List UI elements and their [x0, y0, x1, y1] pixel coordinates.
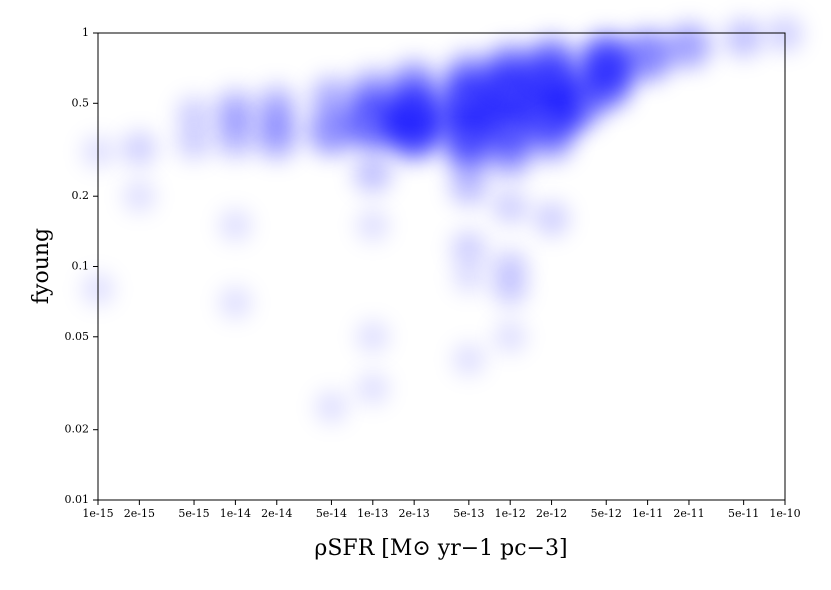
density-point	[385, 102, 443, 160]
x-tick-label: 5e-15	[178, 507, 209, 520]
density-point	[257, 102, 296, 140]
x-tick-label: 5e-12	[591, 507, 622, 520]
x-tick-label: 2e-12	[536, 507, 567, 520]
density-point	[526, 36, 577, 88]
density-point	[485, 43, 536, 95]
y-tick-label: 0.2	[72, 189, 90, 202]
density-point	[311, 76, 352, 118]
x-tick-label: 5e-11	[728, 507, 759, 520]
x-tick-label: 1e-15	[82, 507, 113, 520]
x-tick-label: 1e-11	[632, 507, 663, 520]
y-tick-label: 0.02	[65, 423, 90, 436]
y-tick-label: 0.01	[65, 493, 90, 506]
density-point	[582, 32, 630, 80]
y-tick-label: 0.1	[72, 260, 90, 273]
x-tick-label: 1e-13	[357, 507, 388, 520]
density-point	[529, 117, 574, 162]
density-point	[219, 209, 251, 241]
x-tick-label: 1e-12	[495, 507, 526, 520]
x-axis-label: ρSFR [M⊙ yr−1 pc−3]	[314, 536, 567, 561]
x-tick-label: 1e-14	[220, 507, 251, 520]
density-point	[357, 321, 389, 353]
density-point	[453, 343, 485, 376]
y-axis-label: fyoung	[29, 228, 54, 304]
density-point	[453, 261, 485, 293]
density-point	[666, 23, 711, 68]
x-tick-label: 2e-14	[261, 507, 292, 520]
density-point	[451, 230, 487, 266]
y-tick-label: 0.05	[65, 330, 90, 343]
density-point	[307, 107, 356, 155]
density-point	[494, 321, 526, 353]
density-point	[357, 209, 389, 241]
density-point	[218, 103, 253, 139]
density-point	[315, 391, 348, 423]
y-tick-label: 0.5	[72, 96, 90, 109]
density-point	[122, 131, 157, 166]
density-point	[350, 69, 395, 114]
x-tick-label: 2e-15	[124, 507, 155, 520]
density-point	[622, 30, 673, 81]
density-point	[446, 133, 491, 178]
density-point	[493, 271, 528, 307]
density-point	[488, 133, 533, 178]
density-point	[390, 61, 438, 109]
density-point	[176, 125, 212, 160]
density-point	[176, 96, 212, 132]
density-point	[450, 167, 488, 206]
density-point	[123, 180, 155, 212]
density-point	[493, 189, 528, 225]
density-point	[445, 53, 493, 101]
density-point	[724, 19, 763, 58]
x-tick-label: 1e-10	[769, 507, 800, 520]
x-tick-label: 5e-13	[453, 507, 484, 520]
density-point	[354, 154, 392, 193]
x-tick-label: 2e-11	[673, 507, 704, 520]
density-point	[219, 287, 251, 319]
density-point	[357, 372, 389, 405]
x-tick-label: 5e-14	[316, 507, 347, 520]
y-tick-label: 1	[82, 26, 89, 39]
density-cloud	[82, 16, 803, 423]
density-point	[534, 201, 569, 237]
x-tick-label: 2e-13	[399, 507, 430, 520]
